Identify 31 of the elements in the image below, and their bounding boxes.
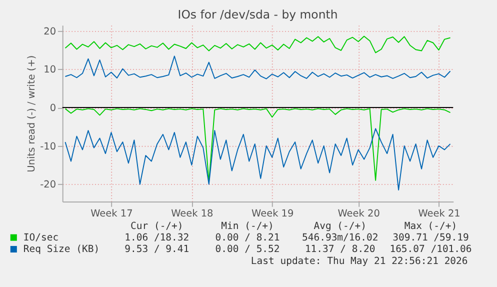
y-tick-label: -20: [40, 180, 56, 191]
text: Avg (-/+): [314, 220, 366, 232]
text: Last update: Thu May 21 22:56:21 2026: [250, 256, 468, 267]
x-tick-label: Week 21: [418, 208, 460, 220]
line-series: [64, 56, 451, 80]
text: Cur (-/+): [130, 220, 184, 232]
x-tick-label: Week 19: [252, 208, 294, 220]
text: 0.00 / 8.21: [215, 232, 280, 244]
x-tick-label: Week 17: [90, 208, 133, 220]
legend-label: IO/sec: [23, 232, 59, 244]
line-series: [64, 108, 451, 183]
x-tick-label: Week 18: [171, 208, 214, 220]
text: 309.71 /59.19: [392, 232, 469, 244]
line-series: [64, 36, 451, 54]
legend-label: Req Size (KB): [23, 244, 100, 256]
y-axis-title: Units read (-) / write (+): [26, 55, 38, 172]
text: 1.06 /18.32: [124, 232, 190, 244]
y-tick-label: 10: [44, 64, 56, 76]
chart-title: IOs for /dev/sda - by month: [178, 7, 338, 22]
x-tick-label: Week 20: [338, 208, 380, 220]
text: 11.37 / 8.20: [304, 244, 376, 256]
y-tick-label: 20: [44, 26, 56, 38]
text: 165.07 /101.06: [390, 244, 472, 256]
text: 546.93m/16.02: [302, 232, 378, 244]
y-tick-label: -10: [40, 141, 56, 152]
text: 9.53 / 9.41: [124, 244, 190, 256]
text: 0.00 / 5.52: [215, 244, 280, 256]
line-series: [64, 128, 451, 190]
text: Min (-/+): [221, 220, 274, 232]
text: Max (-/+): [404, 220, 458, 232]
y-tick-label: 0: [50, 102, 56, 114]
